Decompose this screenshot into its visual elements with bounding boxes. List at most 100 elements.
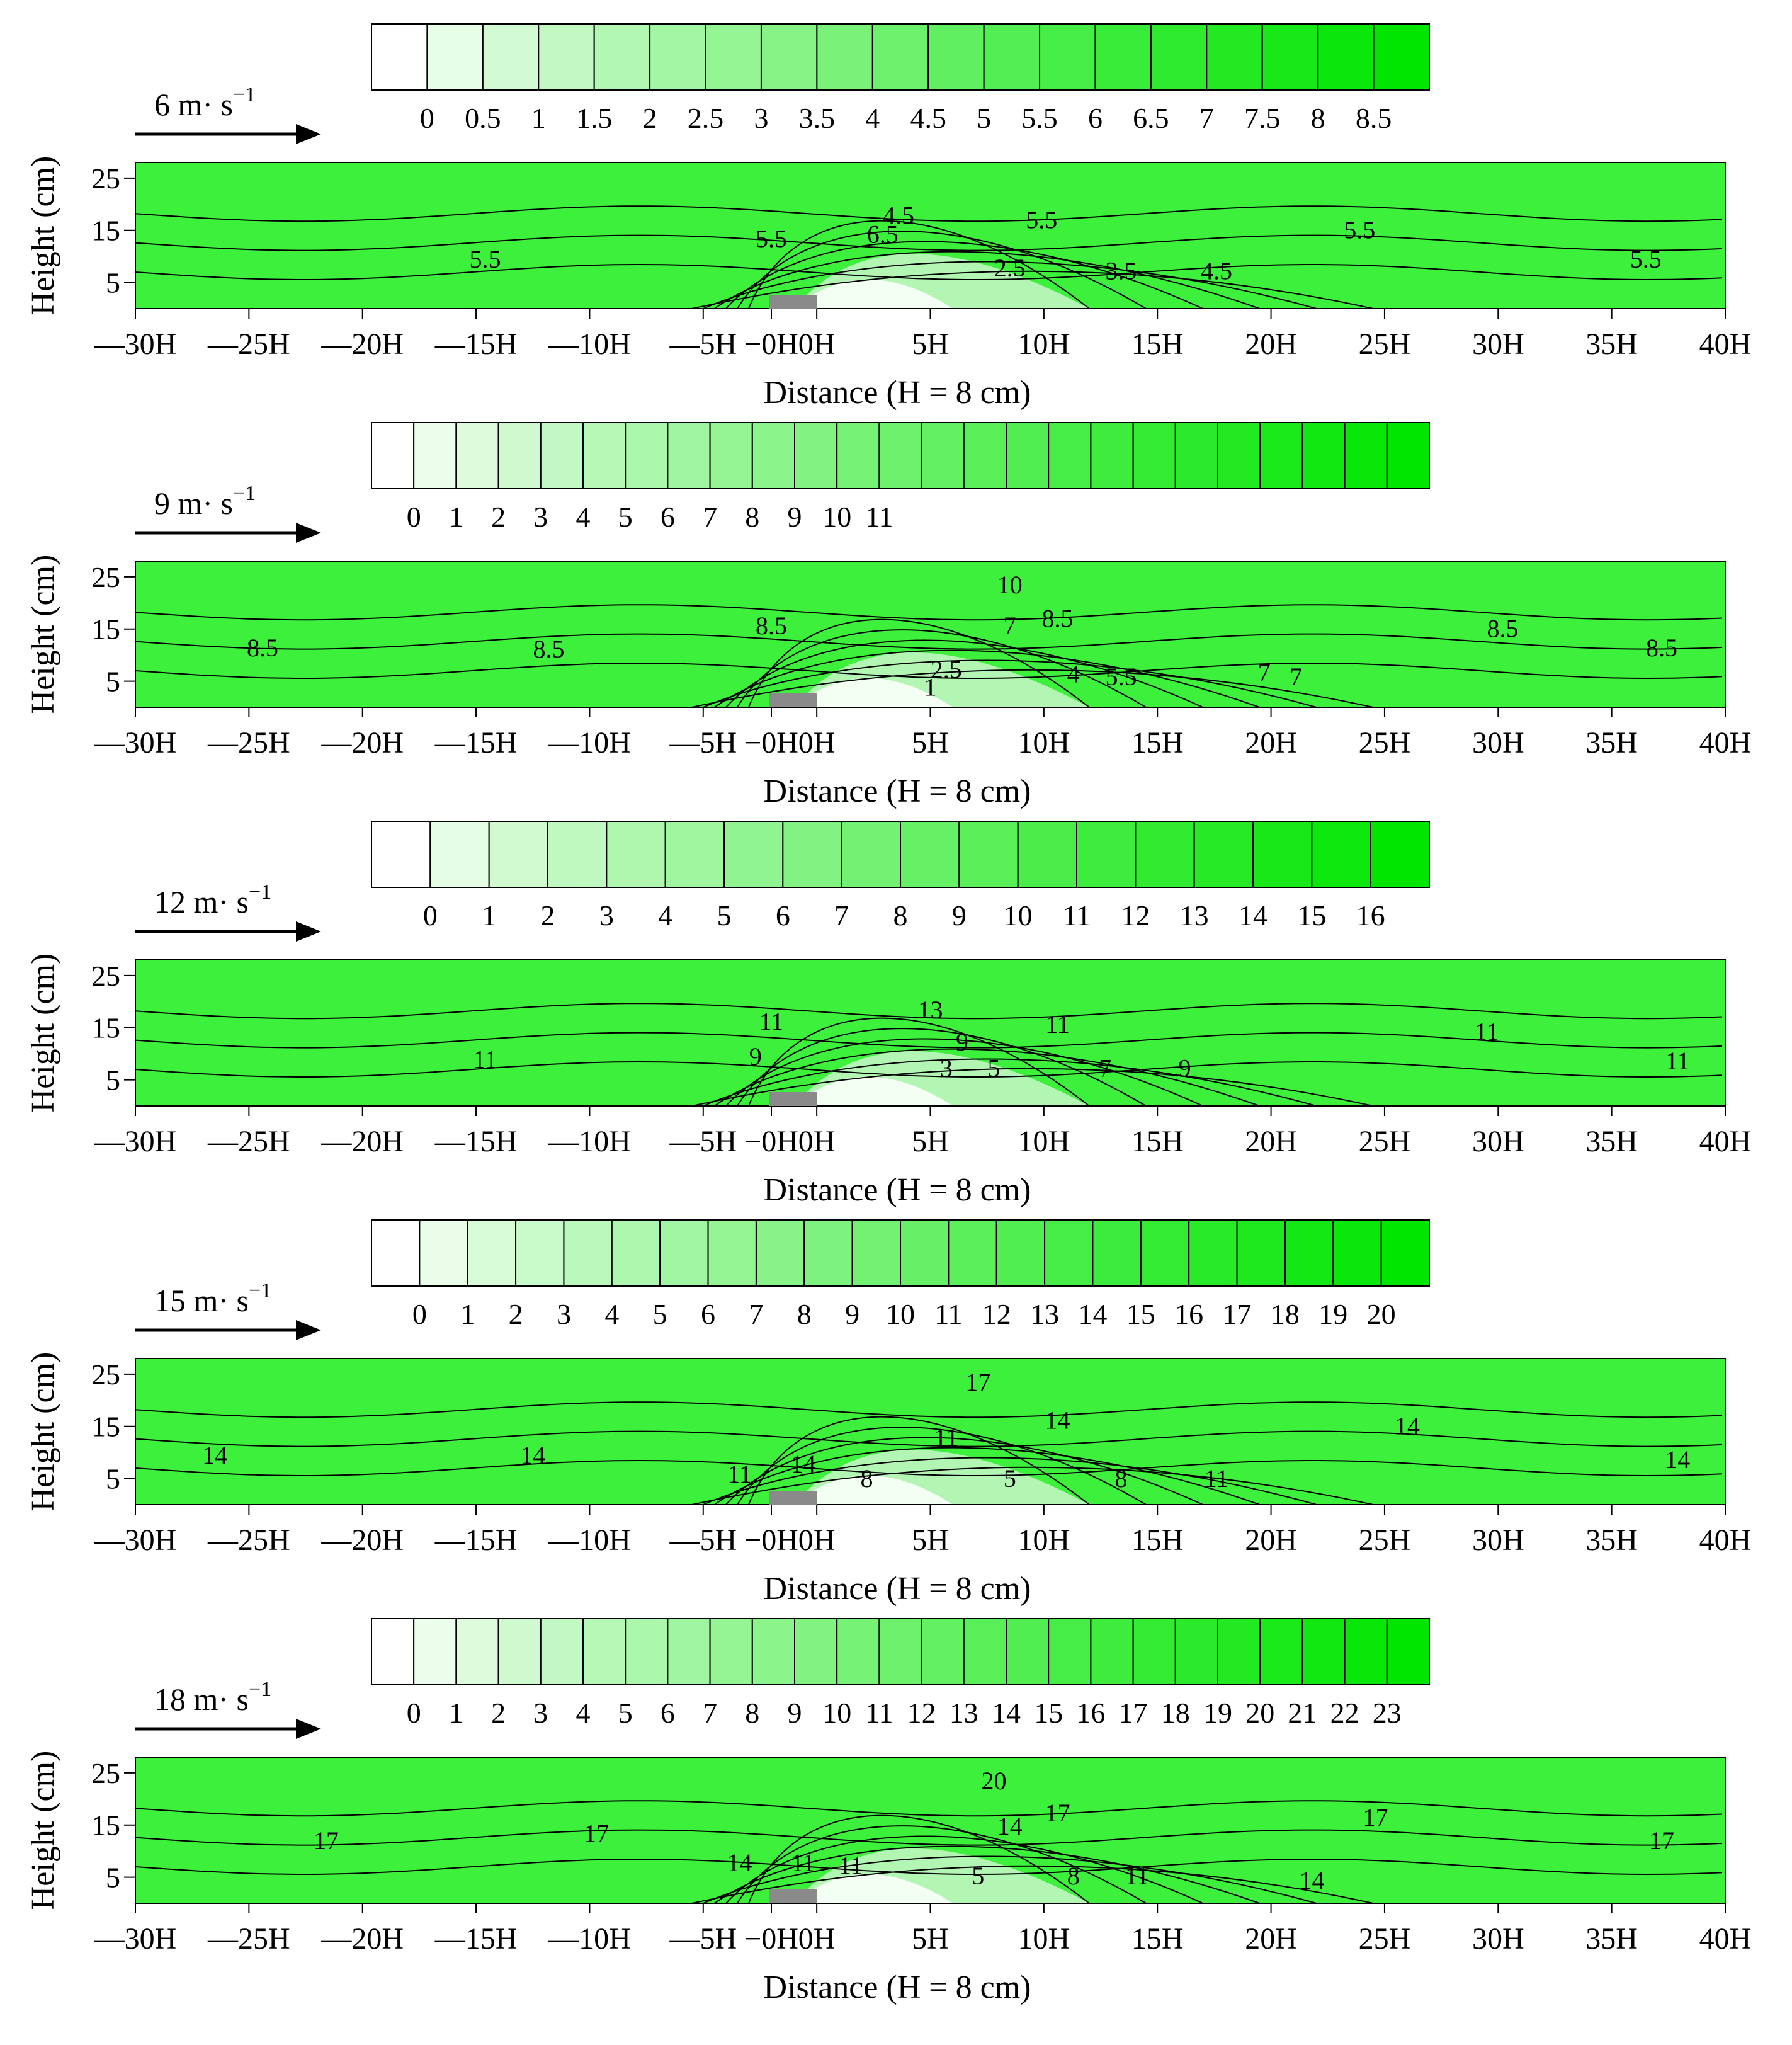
colorbar-bin — [760, 23, 818, 91]
x-tick-label: 0H — [798, 1125, 836, 1158]
x-axis-label: Distance (H = 8 cm) — [764, 1172, 1031, 1208]
contour-line — [135, 263, 1723, 281]
colorbar-tick-label: 3 — [754, 102, 768, 134]
x-tick-label: 25H — [1359, 726, 1411, 760]
contour-line — [748, 1017, 1090, 1107]
contour-line — [135, 1430, 1723, 1447]
colorbar-bin — [1386, 1618, 1431, 1685]
colorbar: 0 0.5 1 1.5 2 2.5 3 3.5 4 4.5 5 5.5 6 6.5 7 7.5 8 8.5 — [371, 23, 1430, 134]
contour-line — [725, 1437, 1203, 1505]
contour-line — [691, 1466, 1374, 1505]
colorbar-tick-label: 1.5 — [576, 102, 613, 134]
colorbar-tick-label: 10 — [1004, 899, 1033, 931]
contour-label: 8.5 — [533, 635, 565, 663]
colorbar-bin — [659, 1219, 709, 1287]
colorbar-bin — [538, 23, 595, 91]
colorbar-tick-label: 16 — [1174, 1298, 1203, 1330]
contour-label: 17 — [314, 1826, 339, 1855]
contour-label: 14 — [1665, 1445, 1690, 1474]
colorbar-tick-label: 16 — [1076, 1697, 1105, 1729]
colorbar-bin — [563, 1219, 613, 1287]
right-arrow-icon — [296, 523, 321, 543]
colorbar-tick-label: 6 — [661, 501, 675, 533]
colorbar-tick-label: 5 — [618, 501, 633, 533]
contour-label: 17 — [965, 1368, 990, 1396]
colorbar-bin — [1006, 422, 1050, 489]
y-axis-label: Height (cm) — [25, 954, 61, 1113]
contour-line — [135, 234, 1723, 251]
x-tick-label: 15H — [1131, 1922, 1184, 1956]
contour-line — [748, 1814, 1090, 1904]
colorbar-bin — [540, 1618, 584, 1685]
x-tick-label: —10H — [548, 1125, 631, 1158]
colorbar-bin — [836, 1618, 880, 1685]
contour-label: 14 — [202, 1441, 227, 1469]
colorbar-tick-label: 11 — [865, 501, 893, 533]
x-tick-label: 20H — [1245, 1922, 1297, 1956]
colorbar-bin — [751, 422, 796, 489]
contour-line — [135, 1800, 1723, 1817]
colorbar-bin — [1311, 821, 1371, 888]
x-tick-label: 5H — [912, 1922, 949, 1956]
chart-panel-5: 0 1 2 3 4 5 6 7 8 9 10 11 12 13 14 15 16 17 18 19 20 21 22 2318… — [25, 1618, 1751, 2005]
colorbar-tick-label: 8 — [1311, 102, 1325, 134]
colorbar-bin — [963, 1618, 1007, 1685]
colorbar-bin — [1132, 422, 1176, 489]
contour-line — [135, 1061, 1723, 1078]
colorbar-tick-label: 5 — [717, 899, 732, 931]
contour-label: 8.5 — [1487, 615, 1519, 643]
colorbar-bin — [816, 23, 873, 91]
x-tick-label: 25H — [1359, 1125, 1411, 1158]
contour-label: 5.5 — [470, 245, 501, 273]
colorbar-tick-label: 17 — [1119, 1697, 1148, 1729]
colorbar-bin — [1090, 1618, 1134, 1685]
colorbar-bin — [667, 422, 711, 489]
colorbar-tick-label: 16 — [1356, 899, 1385, 931]
contour-label: 11 — [1125, 1862, 1149, 1890]
colorbar-tick-label: 0 — [407, 1697, 421, 1729]
x-tick-label: 40H — [1699, 1125, 1752, 1158]
y-tick-label: 25 — [91, 960, 120, 992]
chart-panel-1: 0 0.5 1 1.5 2 2.5 3 3.5 4 4.5 5 5.5 6 6.5 7 7.5 8 8.5 6 m·… — [25, 23, 1751, 411]
colorbar-bin — [371, 821, 431, 888]
colorbar-bin — [803, 1219, 853, 1287]
colorbar-tick-label: 0 — [420, 102, 434, 134]
x-tick-label: −0H — [744, 328, 798, 361]
x-tick-label: 20H — [1245, 1125, 1297, 1158]
colorbar: 0 1 2 3 4 5 6 7 8 9 10 11 12 13 14 15 16 — [371, 821, 1431, 931]
x-tick-label: —20H — [320, 1524, 404, 1557]
x-tick-label: 20H — [1245, 1524, 1297, 1557]
contour-label: 1 — [924, 673, 937, 701]
x-tick-label: 15H — [1131, 726, 1184, 760]
y-tick-label: 15 — [91, 1012, 120, 1044]
colorbar-tick-label: 1 — [482, 899, 496, 931]
x-tick-label: 15H — [1131, 328, 1184, 361]
colorbar-tick-label: 6 — [776, 899, 790, 931]
y-axis-label: Height (cm) — [25, 156, 61, 316]
colorbar-bin — [1132, 1618, 1176, 1685]
colorbar-tick-label: 0 — [407, 501, 421, 533]
colorbar-bin — [593, 23, 651, 91]
colorbar-bin — [927, 23, 985, 91]
x-tick-label: —15H — [434, 1125, 518, 1158]
colorbar-tick-label: 11 — [1063, 899, 1091, 931]
x-tick-label: 0H — [798, 1922, 836, 1956]
x-tick-label: 35H — [1585, 1524, 1638, 1557]
colorbar-bin — [1076, 821, 1137, 888]
colorbar-bin — [413, 1618, 457, 1685]
x-tick-label: 30H — [1472, 1922, 1524, 1956]
colorbar-bin — [1261, 23, 1319, 91]
colorbar-tick-label: 8 — [745, 501, 759, 533]
contour-label: 8 — [1115, 1464, 1128, 1493]
colorbar-bin — [419, 1219, 468, 1287]
contour-line — [135, 205, 1723, 222]
colorbar-bin — [836, 422, 880, 489]
x-tick-label: 5H — [912, 328, 949, 361]
lee-calm-zone — [794, 1076, 953, 1106]
x-tick-label: —30H — [94, 1125, 177, 1158]
contour-label: 8.5 — [247, 634, 278, 662]
contour-label: 5.5 — [756, 225, 787, 253]
colorbar-tick-label: 11 — [865, 1697, 893, 1729]
